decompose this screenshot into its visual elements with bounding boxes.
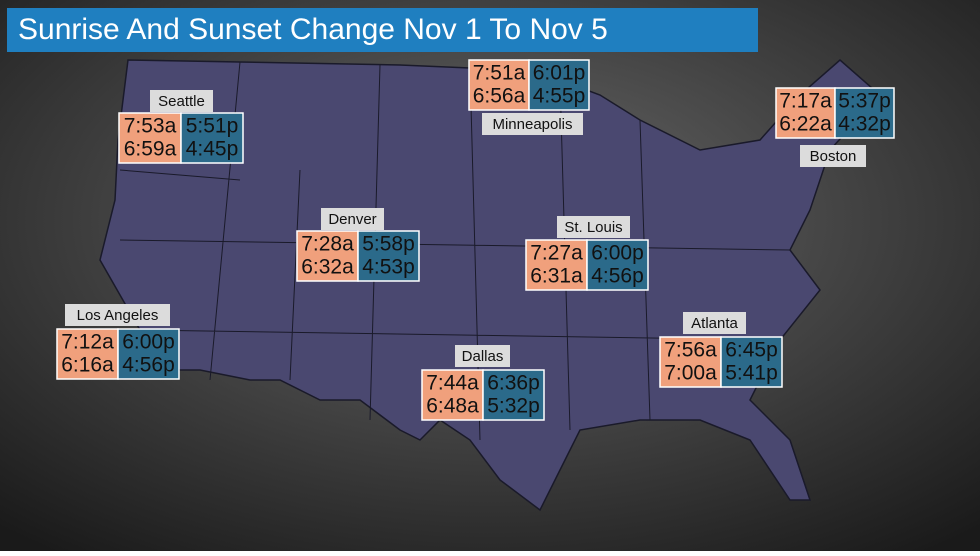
sunset-time: 6:00p bbox=[122, 331, 175, 354]
city-label: Dallas bbox=[462, 348, 504, 365]
sunrise-box bbox=[296, 230, 359, 282]
city-label-box bbox=[65, 304, 170, 326]
sunset-box bbox=[720, 336, 783, 388]
sunset-time: 5:41p bbox=[725, 362, 778, 385]
sunset-time: 4:53p bbox=[362, 256, 415, 279]
sunset-box bbox=[357, 230, 420, 282]
sunrise-box bbox=[421, 369, 484, 421]
city-label-box bbox=[321, 208, 384, 230]
sunrise-time: 6:32a bbox=[301, 256, 354, 279]
sunset-time: 6:00p bbox=[591, 242, 644, 265]
sunrise-time: 7:51a bbox=[473, 62, 526, 85]
us-outline bbox=[99, 59, 882, 512]
sunrise-time: 7:00a bbox=[664, 362, 717, 385]
sunrise-box bbox=[775, 87, 836, 139]
sunset-time: 5:32p bbox=[487, 395, 540, 418]
sunrise-time: 7:53a bbox=[124, 115, 177, 138]
sunrise-time: 7:17a bbox=[779, 90, 832, 113]
city-label-box bbox=[482, 113, 583, 135]
sunrise-box bbox=[525, 239, 588, 291]
city-label: Los Angeles bbox=[77, 307, 159, 324]
sunrise-time: 7:12a bbox=[61, 331, 114, 354]
city-label: Seattle bbox=[158, 93, 205, 110]
sunset-box bbox=[117, 328, 180, 380]
sunrise-time: 7:28a bbox=[301, 233, 354, 256]
sunset-box bbox=[482, 369, 545, 421]
sunset-time: 5:51p bbox=[186, 115, 239, 138]
city-label-box bbox=[455, 345, 510, 367]
sunset-time: 4:45p bbox=[186, 138, 239, 161]
sunset-time: 6:01p bbox=[533, 62, 586, 85]
sunrise-time: 7:56a bbox=[664, 339, 717, 362]
sunrise-time: 6:31a bbox=[530, 265, 583, 288]
sunset-time: 6:45p bbox=[725, 339, 778, 362]
city-label: St. Louis bbox=[564, 219, 622, 236]
sunrise-time: 6:48a bbox=[426, 395, 479, 418]
city-label-box bbox=[150, 90, 213, 112]
sunset-time: 5:37p bbox=[838, 90, 891, 113]
sunset-box bbox=[528, 59, 590, 111]
sunset-time: 6:36p bbox=[487, 372, 540, 395]
sunrise-time: 7:44a bbox=[426, 372, 479, 395]
sunrise-time: 7:27a bbox=[530, 242, 583, 265]
sunrise-box bbox=[56, 328, 119, 380]
sunset-time: 4:56p bbox=[591, 265, 644, 288]
sunset-time: 4:56p bbox=[122, 354, 175, 377]
title-banner bbox=[7, 8, 758, 52]
city-label-box bbox=[557, 216, 630, 238]
sunset-box bbox=[834, 87, 895, 139]
city-label: Atlanta bbox=[691, 315, 738, 332]
city-label-box bbox=[683, 312, 746, 334]
sunset-box bbox=[586, 239, 649, 291]
sunrise-time: 6:56a bbox=[473, 85, 526, 108]
city-label: Denver bbox=[328, 211, 376, 228]
sunrise-box bbox=[468, 59, 530, 111]
sunrise-time: 6:59a bbox=[124, 138, 177, 161]
city-label: Boston bbox=[810, 148, 857, 165]
sunrise-box bbox=[659, 336, 722, 388]
sunrise-time: 6:16a bbox=[61, 354, 114, 377]
cities: Seattle 7:53a 5:51p 6:59a 4:45p Minneapolis 7:… bbox=[56, 59, 895, 421]
title: Sunrise And Sunset Change Nov 1 To Nov 5 bbox=[18, 13, 608, 46]
sunset-box bbox=[180, 112, 244, 164]
sunset-time: 5:58p bbox=[362, 233, 415, 256]
sunset-time: 4:32p bbox=[838, 113, 891, 136]
city-label: Minneapolis bbox=[492, 116, 572, 133]
sunset-time: 4:55p bbox=[533, 85, 586, 108]
city-label-box bbox=[800, 145, 866, 167]
sunrise-time: 6:22a bbox=[779, 113, 832, 136]
